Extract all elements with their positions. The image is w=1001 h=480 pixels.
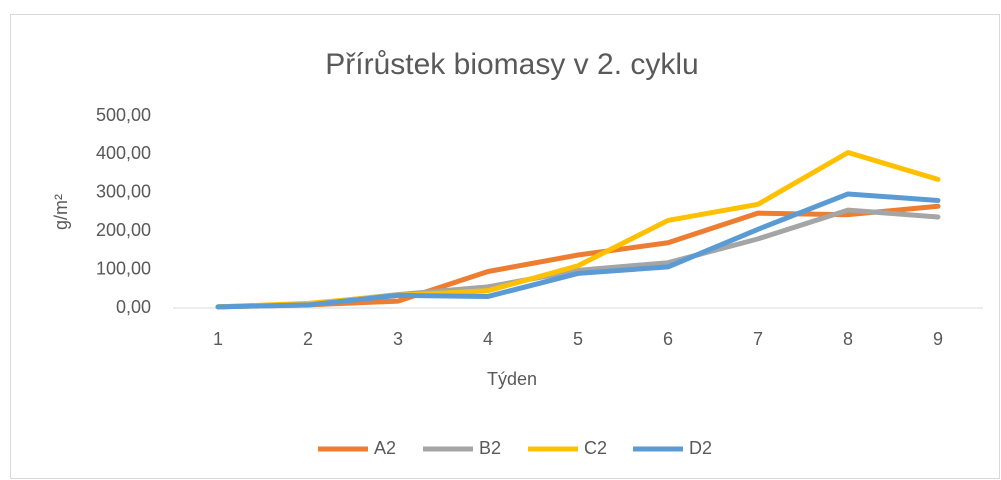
y-tick-label: 0,00 [116, 297, 151, 317]
y-tick-label: 300,00 [96, 182, 151, 202]
y-tick-label: 400,00 [96, 143, 151, 163]
x-tick-label: 1 [213, 329, 223, 349]
x-tick-label: 5 [573, 329, 583, 349]
legend-label: A2 [374, 438, 396, 458]
chart-frame [10, 14, 1000, 479]
x-tick-label: 4 [483, 329, 493, 349]
legend-label: D2 [689, 438, 712, 458]
legend-label: B2 [479, 438, 501, 458]
x-axis-label: Týden [487, 369, 537, 389]
y-tick-label: 100,00 [96, 258, 151, 278]
x-tick-label: 8 [843, 329, 853, 349]
x-tick-label: 3 [393, 329, 403, 349]
x-tick-label: 6 [663, 329, 673, 349]
y-tick-label: 200,00 [96, 220, 151, 240]
chart-title: Přírůstek biomasy v 2. cyklu [325, 48, 698, 81]
y-tick-label: 500,00 [96, 105, 151, 125]
series-line [215, 191, 941, 310]
legend-label: C2 [584, 438, 607, 458]
x-tick-label: 2 [303, 329, 313, 349]
x-tick-label: 7 [753, 329, 763, 349]
y-axis-label: g/m² [51, 194, 71, 230]
x-tick-label: 9 [933, 329, 943, 349]
